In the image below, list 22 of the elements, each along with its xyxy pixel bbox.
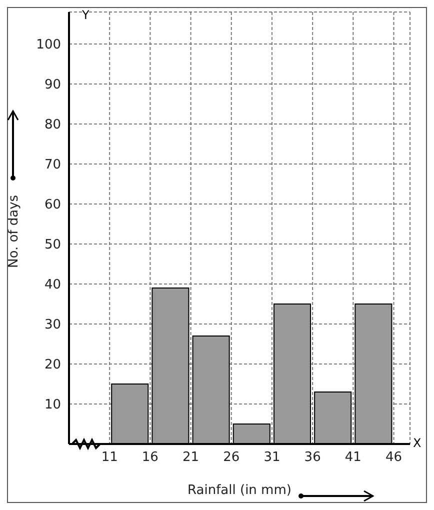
- y-tick-label: 100: [36, 38, 61, 53]
- x-tick-label: 31: [264, 450, 280, 466]
- x-tick-label: 21: [182, 450, 200, 466]
- y-tick-label: 80: [44, 118, 61, 133]
- text: X: [413, 436, 422, 450]
- y-tick-label: 60: [44, 198, 61, 213]
- annotation: Y: [82, 8, 90, 22]
- x-tick-label: 36: [304, 450, 321, 466]
- x-tick-label: 46: [385, 450, 402, 466]
- y-tick-label: 40: [44, 278, 61, 293]
- x-tick-label: 26: [223, 450, 240, 466]
- x-tick-label: 16: [142, 450, 158, 466]
- y-tick-label: 20: [44, 358, 61, 373]
- y-tick-label: 90: [44, 78, 61, 93]
- y-tick-label: 70: [44, 158, 61, 173]
- y-tick-label: 10: [44, 398, 61, 413]
- y-axis-title: No. of days: [6, 194, 22, 268]
- x-tick-label: 41: [344, 450, 362, 466]
- x-axis-title: Rainfall (in mm): [188, 483, 292, 498]
- y-tick-label: 30: [44, 318, 61, 333]
- y-tick-label: 50: [44, 238, 61, 253]
- x-tick-label: 11: [101, 450, 118, 466]
